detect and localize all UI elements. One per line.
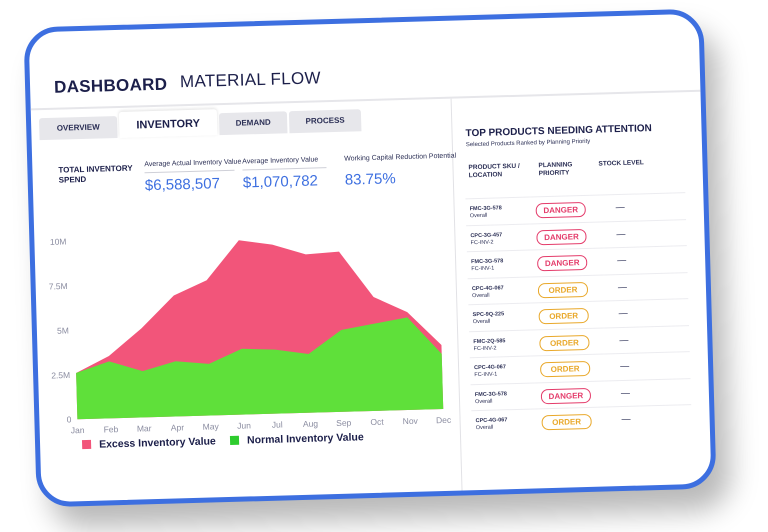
stock-level: — <box>615 201 625 213</box>
sku-code: FMC-2Q-585 <box>473 337 506 345</box>
product-sku: SPC-9Q-225 Overall <box>473 311 505 326</box>
priority-badge: ORDER <box>538 307 589 325</box>
stock-level: — <box>616 228 626 239</box>
sku-location: Overall <box>474 398 493 405</box>
priority-badge: ORDER <box>539 334 590 351</box>
kpi-value-actual: $6,588,507 <box>144 175 221 195</box>
stock-level: — <box>619 360 630 372</box>
kpi-value-average: $1,070,782 <box>242 172 319 192</box>
priority-badge: DANGER <box>535 201 586 219</box>
sku-code: CPC-3G-457 <box>470 231 503 239</box>
x-tick-label: Oct <box>370 417 384 427</box>
sku-location: FC-INV-2 <box>473 345 497 352</box>
priority-badge: DANGER <box>537 254 588 272</box>
x-tick-label: May <box>203 421 220 431</box>
normal-inventory-area <box>76 317 444 420</box>
tab-inventory[interactable]: INVENTORY <box>118 109 218 138</box>
kpi-value-reduction: 83.75% <box>344 170 396 189</box>
x-tick-label: Feb <box>103 424 118 434</box>
sku-location: FC-INV-1 <box>471 265 495 273</box>
stock-level: — <box>621 413 631 425</box>
stock-level: — <box>617 281 628 292</box>
y-tick-label: 10M <box>50 236 67 246</box>
y-tick-label: 5M <box>57 325 69 335</box>
priority-badge: DANGER <box>536 228 587 245</box>
sku-code: FMC-3G-578 <box>469 205 502 213</box>
y-tick-label: 2.5M <box>51 370 70 381</box>
column-header-priority: PLANNING PRIORITY <box>538 161 573 178</box>
sku-code: SPC-9Q-225 <box>472 311 505 319</box>
sku-code: CPC-4G-067 <box>474 364 506 372</box>
priority-badge: ORDER <box>541 413 592 431</box>
kpi-label-average: Average Inventory Value <box>242 156 319 166</box>
x-tick-label: Apr <box>171 422 185 432</box>
product-sku: CPC-3G-457 FC-INV-2 <box>470 232 502 247</box>
legend-label-normal: Normal Inventory Value <box>246 431 364 447</box>
legend-swatch-normal <box>229 435 240 445</box>
table-row[interactable]: CPC-4G-067 Overall ORDER — <box>471 404 692 438</box>
stock-level: — <box>619 334 629 345</box>
x-tick-label: Aug <box>303 419 319 429</box>
side-panel-subtitle: Selected Products Ranked by Planning Pri… <box>465 138 591 149</box>
x-tick-label: Jan <box>71 425 85 435</box>
priority-badge: ORDER <box>537 281 589 298</box>
sku-location: Overall <box>475 424 494 432</box>
product-sku: CPC-4G-067 Overall <box>476 417 508 432</box>
kpi-underline <box>242 167 327 171</box>
x-tick-label: Jun <box>237 420 251 430</box>
tab-process[interactable]: PROCESS <box>288 109 362 134</box>
product-sku: CPC-4G-067 FC-INV-1 <box>474 364 506 379</box>
product-sku: FMC-2Q-585 FC-INV-2 <box>473 338 505 353</box>
kpi-underline <box>144 169 235 174</box>
stock-level: — <box>618 307 628 319</box>
column-header-sku: PRODUCT SKU / LOCATION <box>468 162 520 180</box>
legend-swatch-excess <box>81 439 92 450</box>
sku-code: CPC-4G-067 <box>471 284 504 292</box>
product-sku: FMC-3G-578 Overall <box>470 205 502 220</box>
kpi-main-label: TOTAL INVENTORY SPEND <box>58 163 133 185</box>
x-tick-label: Nov <box>403 416 419 426</box>
tab-bar: OVERVIEW INVENTORY DEMAND PROCESS <box>38 109 370 144</box>
tab-overview[interactable]: OVERVIEW <box>38 116 118 141</box>
product-sku: FMC-3G-578 Overall <box>475 391 507 406</box>
stock-level: — <box>617 254 627 266</box>
sku-location: Overall <box>472 292 490 299</box>
sku-location: Overall <box>472 318 491 326</box>
priority-badge: ORDER <box>539 360 591 378</box>
side-panel-title: TOP PRODUCTS NEEDING ATTENTION <box>465 123 652 140</box>
product-sku: FMC-3G-578 FC-INV-1 <box>471 258 503 273</box>
sku-code: FMC-3G-578 <box>471 258 504 266</box>
sku-code: CPC-4G-067 <box>475 417 508 425</box>
sku-code: FMC-3G-578 <box>474 390 508 398</box>
priority-badge: DANGER <box>540 387 592 404</box>
sku-location: FC-INV-2 <box>470 239 494 246</box>
legend-item-excess: Excess Inventory Value <box>81 435 216 451</box>
x-tick-label: Dec <box>436 415 452 425</box>
legend-item-normal: Normal Inventory Value <box>229 431 364 447</box>
sku-location: Overall <box>469 212 488 220</box>
sku-location: FC-INV-1 <box>474 371 498 379</box>
kpi-label-actual: Average Actual Inventory Value <box>144 158 242 169</box>
page-title: MATERIAL FLOW <box>179 68 322 92</box>
y-tick-label: 0 <box>67 414 72 424</box>
inventory-area-chart: 10M 7.5M 5M 2.5M 0 Jan Feb Mar Apr May Jun Jul Aug S… <box>49 236 452 435</box>
x-tick-label: Mar <box>137 423 152 433</box>
stock-level: — <box>620 387 630 398</box>
app-title: DASHBOARD <box>53 74 168 97</box>
product-sku: CPC-4G-067 Overall <box>472 285 504 300</box>
kpi-label-reduction: Working Capital Reduction Potential <box>344 152 457 163</box>
legend-label-excess: Excess Inventory Value <box>98 435 216 451</box>
y-tick-label: 7.5M <box>49 281 68 292</box>
dashboard-window: DASHBOARD MATERIAL FLOW OVERVIEW INVENTO… <box>23 8 717 508</box>
x-tick-label: Jul <box>272 420 283 430</box>
tab-demand[interactable]: DEMAND <box>218 111 288 136</box>
x-tick-label: Sep <box>336 418 352 428</box>
column-header-stock: STOCK LEVEL <box>598 159 644 168</box>
